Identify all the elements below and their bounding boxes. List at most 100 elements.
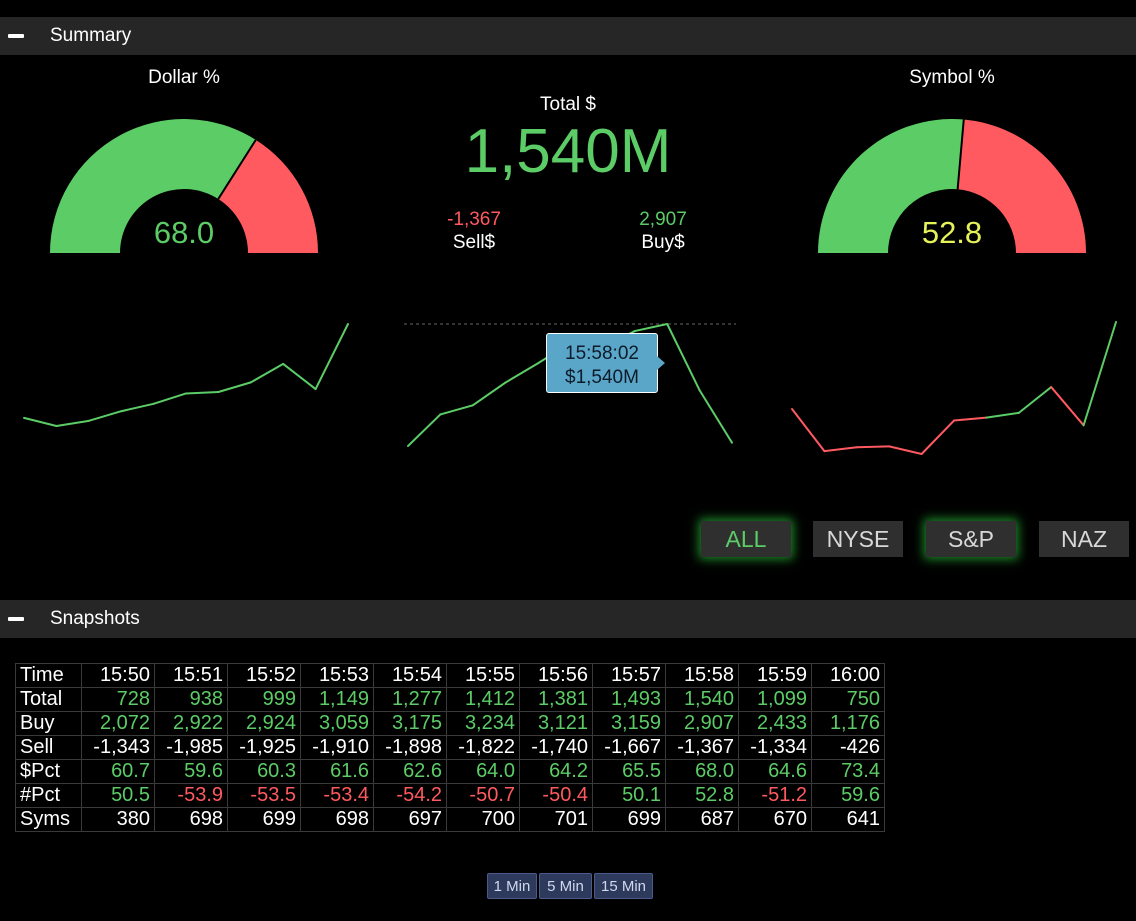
table-cell: 700 [446,807,520,832]
table-cell: 750 [811,687,885,712]
sparkline-segment [920,419,955,455]
table-cell: 3,121 [519,711,593,736]
sell-value: -1,367 [447,209,501,230]
buy-label: Buy$ [641,232,685,253]
sparkline-segment [282,362,317,391]
table-cell: 15:56 [519,663,593,688]
filter-all-button[interactable]: ALL [701,521,791,557]
timeframe-1min-button[interactable]: 1 Min [487,873,537,899]
table-cell: 16:00 [811,663,885,688]
table-cell: 61.6 [300,759,374,784]
filter-nyse-button[interactable]: NYSE [813,521,903,557]
table-cell: -1,367 [665,735,739,760]
table-cell: -1,985 [154,735,228,760]
collapse-summary-icon[interactable] [8,34,24,38]
row-label: Time [15,663,82,688]
filter-sp-button[interactable]: S&P [926,521,1016,557]
sparkline-segment [1017,386,1053,414]
table-cell: 15:59 [738,663,812,688]
sparkline-segment [633,323,669,333]
table-cell: 699 [227,807,301,832]
table-cell: 59.6 [811,783,885,808]
table-row: Time 15:50 15:51 15:52 15:53 15:54 15:55 15:56 1… [15,663,885,688]
table-cell: 65.5 [592,759,666,784]
total-value: 1,540M [464,117,672,186]
sparkline-segment [152,392,187,405]
table-row: $Pct 60.7 59.6 60.3 61.6 62.6 64.0 64.2 65.5 68.0… [15,759,885,784]
sparkline-segment [985,411,1020,419]
collapse-snapshots-icon[interactable] [8,617,24,621]
sparkline-segment [87,410,123,422]
table-row: Total 728 938 999 1,149 1,277 1,412 1,381 1,493 1… [15,687,885,712]
table-row: #Pct 50.5 -53.9 -53.5 -53.4 -54.2 -50.7 -50.4 50… [15,783,885,808]
table-cell: 15:57 [592,663,666,688]
table-cell: -1,898 [373,735,447,760]
summary-title: Summary [50,25,132,46]
dollar-gauge-red-arc [218,139,318,253]
symbol-gauge-green-arc [818,119,964,253]
table-cell: 2,907 [665,711,739,736]
table-cell: 3,175 [373,711,447,736]
table-cell: 670 [738,807,812,832]
sparkline-segment [888,445,923,455]
table-cell: -1,910 [300,735,374,760]
table-cell: 15:54 [373,663,447,688]
sparkline-segment [407,413,442,447]
table-cell: 999 [227,687,301,712]
sparkline-segment [823,446,858,453]
summary-header[interactable]: Summary [0,17,1136,55]
table-cell: 2,433 [738,711,812,736]
table-cell: -1,343 [81,735,155,760]
table-cell: -51.2 [738,783,812,808]
snapshots-title: Snapshots [50,608,140,629]
table-cell: 2,072 [81,711,155,736]
table-cell: 15:51 [154,663,228,688]
table-cell: 1,540 [665,687,739,712]
sparkline-segment [249,362,285,384]
sparkline-segment [471,381,507,407]
sparkline-segment [504,362,539,384]
symbol-gauge-title: Symbol % [909,67,995,88]
table-cell: 1,493 [592,687,666,712]
table-cell: 698 [154,807,228,832]
dollar-gauge-value: 68.0 [153,215,215,250]
sell-label: Sell$ [452,232,496,253]
dollar-gauge [50,119,318,254]
table-cell: -53.5 [227,783,301,808]
row-label: Total [15,687,82,712]
table-cell: 60.3 [227,759,301,784]
symbol-pct-sparkline [791,321,1117,455]
dollar-pct-sparkline [23,323,349,427]
table-cell: 1,381 [519,687,593,712]
timeframe-5min-button[interactable]: 5 Min [539,873,592,899]
table-cell: -53.9 [154,783,228,808]
chart-tooltip: 15:58:02 $1,540M [546,333,665,393]
tooltip-value: $1,540M [565,367,639,388]
table-cell: 15:50 [81,663,155,688]
timeframe-15min-button[interactable]: 15 Min [594,873,653,899]
buy-value: 2,907 [639,209,687,230]
snapshots-header[interactable]: Snapshots [0,600,1136,638]
sparkline-segment [698,389,733,444]
table-cell: 15:55 [446,663,520,688]
table-cell: 1,099 [738,687,812,712]
table-cell: 1,277 [373,687,447,712]
filter-naz-button[interactable]: NAZ [1039,521,1129,557]
table-cell: 73.4 [811,759,885,784]
table-cell: 15:53 [300,663,374,688]
table-cell: 64.2 [519,759,593,784]
table-cell: 59.6 [154,759,228,784]
table-cell: 2,924 [227,711,301,736]
table-cell: 1,176 [811,711,885,736]
snapshots-table: Time 15:50 15:51 15:52 15:53 15:54 15:55 15:56 1… [15,663,885,832]
table-cell: 15:52 [227,663,301,688]
table-cell: 380 [81,807,155,832]
table-cell: -50.4 [519,783,593,808]
table-cell: -54.2 [373,783,447,808]
table-cell: 641 [811,807,885,832]
table-cell: 50.1 [592,783,666,808]
total-label: Total $ [540,94,596,115]
table-cell: -53.4 [300,783,374,808]
sparkline-segment [791,408,826,453]
table-cell: 2,922 [154,711,228,736]
